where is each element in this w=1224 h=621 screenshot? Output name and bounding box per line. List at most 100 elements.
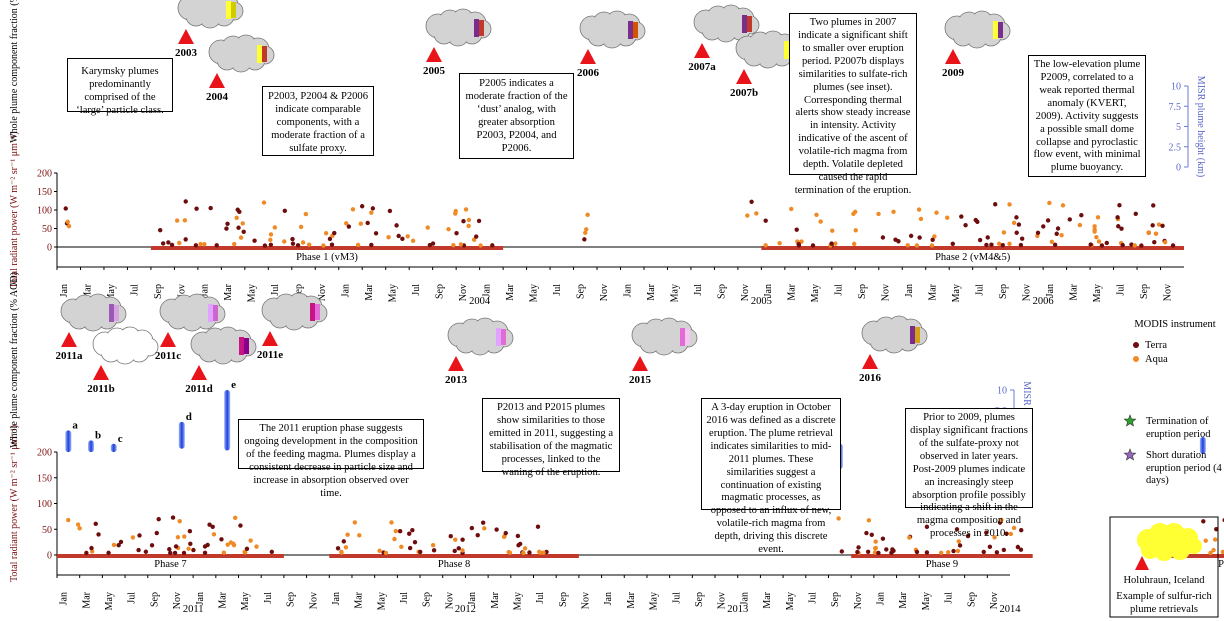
plume-retrieval-icon: [693, 4, 760, 58]
radiant-power-point: [585, 212, 590, 218]
radiant-power-point: [386, 234, 391, 240]
radiant-power-point: [300, 240, 306, 245]
radiant-power-point: [454, 230, 459, 236]
radiant-power-point: [1119, 226, 1124, 231]
x-month-label: Sep: [1139, 284, 1150, 299]
x-month-label: May: [388, 284, 399, 302]
radiant-power-point: [1014, 230, 1019, 235]
radiant-power-point: [584, 227, 589, 232]
radiant-power-point: [268, 237, 273, 243]
y-tick-label: 0: [47, 243, 52, 254]
phase-bar: [57, 554, 284, 558]
radiant-power-point: [90, 549, 95, 554]
volcano-icon: [160, 332, 176, 347]
volcano-icon: [191, 365, 207, 380]
radiant-power-point: [225, 542, 230, 547]
cloud-fill: [217, 50, 237, 70]
radiant-power-point: [985, 235, 990, 240]
x-month-label: Mar: [81, 591, 92, 608]
radiant-power-point: [137, 533, 142, 538]
component-fraction: [742, 15, 747, 33]
x-year-label: 2012: [455, 604, 476, 615]
radiant-power-point: [172, 550, 178, 556]
component-fraction: [109, 304, 114, 322]
radiant-power-point: [1170, 243, 1176, 248]
plume-retrieval-icon: [261, 292, 328, 346]
cloud-fill: [953, 26, 973, 46]
radiant-power-point: [282, 208, 288, 213]
radiant-power-point: [143, 549, 149, 554]
legend-short-duration-label: Short duration eruption period (4 days): [1146, 450, 1222, 487]
x-month-label: Jul: [263, 592, 274, 604]
component-fraction: [496, 328, 501, 346]
x-month-label: Mar: [787, 283, 798, 300]
radiant-power-point: [905, 243, 910, 248]
cloud-fill: [702, 20, 722, 40]
radiant-power-point: [852, 209, 858, 215]
legend-terra-marker: [1133, 342, 1139, 348]
legend-aqua-marker: [1133, 356, 1139, 362]
x-month-label: Mar: [490, 591, 501, 608]
component-fraction: [141, 337, 146, 355]
cloud-fill: [69, 309, 89, 329]
radiant-power-point: [503, 530, 508, 536]
radiant-power-point: [387, 208, 393, 214]
radiant-power-point: [335, 546, 341, 551]
radiant-power-point: [183, 199, 188, 204]
radiant-power-point: [864, 530, 869, 536]
x-month-label: Mar: [354, 591, 365, 608]
phase-label: Phase 10: [1218, 559, 1224, 570]
component-fraction: [998, 22, 1003, 38]
x-month-label: Jul: [270, 284, 281, 296]
legend-title: MODIS instrument: [1134, 319, 1216, 330]
component-fraction: [685, 329, 690, 345]
annotation-p2003-p2004-p2006: P2003, P2004 & P2006 indicate comparable…: [262, 86, 374, 156]
x-month-label: Mar: [82, 283, 93, 300]
radiant-power-point: [521, 550, 526, 556]
volcano-icon: [93, 365, 109, 380]
radiant-power-point: [977, 237, 983, 243]
radiant-power-point: [1077, 222, 1083, 228]
plume-label: 2009: [942, 67, 965, 79]
component-fraction: [231, 2, 236, 18]
radiant-power-point: [234, 215, 239, 220]
radiant-power-point: [475, 533, 480, 538]
radiant-power-point: [167, 547, 172, 552]
radiant-power-point: [303, 211, 309, 217]
component-fraction: [257, 45, 262, 63]
volcano-icon: [945, 49, 961, 64]
radiant-power-point: [160, 241, 166, 246]
radiant-power-point: [96, 532, 101, 537]
plume-label: 2004: [206, 91, 229, 103]
y2-tick-label: 10: [1171, 82, 1181, 93]
radiant-power-point: [907, 535, 912, 540]
radiant-power-point: [268, 232, 274, 237]
radiant-power-point: [876, 550, 881, 556]
radiant-power-point: [789, 206, 794, 212]
x-month-label: Jul: [834, 284, 845, 296]
radiant-power-point: [233, 515, 238, 521]
x-month-label: Jan: [904, 284, 915, 297]
x-month-label: Jul: [944, 592, 955, 604]
radiant-power-point: [181, 550, 187, 556]
volcano-icon: [448, 356, 464, 371]
y2-tick-label: 10: [997, 386, 1007, 397]
component-fraction: [910, 326, 915, 344]
component-fraction: [244, 338, 249, 354]
x-year-label: 2013: [727, 604, 748, 615]
radiant-power-point: [853, 228, 858, 233]
radiant-power-point: [1220, 549, 1224, 555]
radiant-power-point: [268, 242, 274, 248]
radiant-power-point: [814, 212, 819, 218]
volcano-icon: [426, 47, 442, 62]
radiant-power-point: [332, 230, 337, 236]
y2-tick-label: 0: [1176, 163, 1181, 174]
x-month-label: Mar: [218, 591, 229, 608]
legend-short-duration-star: [1123, 448, 1137, 461]
misr-height-bar: [110, 443, 117, 453]
radiant-power-point: [106, 550, 111, 556]
radiant-power-point: [427, 242, 433, 248]
y-tick-label: 100: [37, 499, 52, 510]
x-year-label: 2005: [751, 296, 772, 307]
radiant-power-point: [1055, 226, 1061, 231]
